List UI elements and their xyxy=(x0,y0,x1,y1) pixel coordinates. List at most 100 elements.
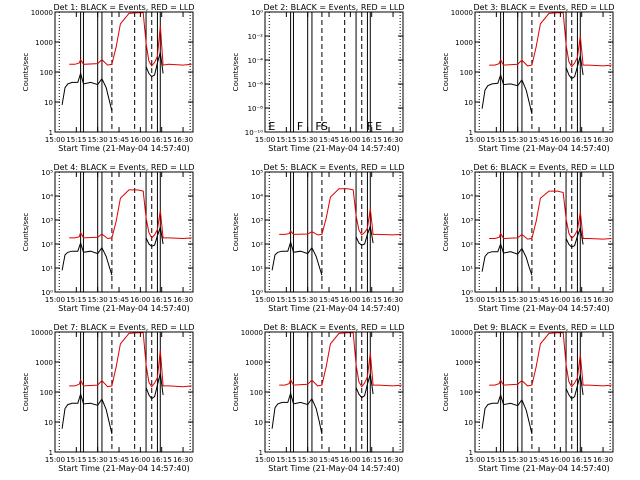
x-tick-label: 16:00 xyxy=(550,136,570,144)
marker-letter: F xyxy=(367,120,373,133)
x-tick-label: 15:45 xyxy=(109,296,129,304)
plot-frame xyxy=(474,11,614,133)
series-events-late xyxy=(145,52,164,78)
x-tick-label: 15:00 xyxy=(255,456,275,464)
x-tick-label: 15:00 xyxy=(45,456,65,464)
panel-title: Det 4: BLACK = Events, RED = LLD xyxy=(54,163,195,172)
y-tick-label: 1000 xyxy=(35,39,53,47)
x-tick-label: 15:45 xyxy=(529,296,549,304)
x-tick-label: 15:15 xyxy=(66,136,86,144)
marker-letter: E xyxy=(375,120,382,133)
x-tick-label: 16:15 xyxy=(572,296,592,304)
series-events xyxy=(61,71,113,112)
y-tick-label: 10⁻² xyxy=(248,33,264,41)
marker-letter: F xyxy=(297,120,303,133)
y-tick-label: 10³ xyxy=(461,217,473,225)
y-tick-label: 10⁻⁴ xyxy=(248,57,264,65)
panel-det-1: Det 1: BLACK = Events, RED = LLD 1 10 100 10… xyxy=(22,3,194,153)
x-axis-label: Start Time (21-May-04 14:57:40) xyxy=(58,304,189,313)
y-tick-label: 10⁻¹⁰ xyxy=(245,129,263,137)
y-tick-label: 10³ xyxy=(251,217,263,225)
x-tick-label: 15:00 xyxy=(255,296,275,304)
y-tick-label: 10 xyxy=(44,419,53,427)
y-tick-label: 10 xyxy=(44,99,53,107)
x-axis-label: Start Time (21-May-04 14:57:40) xyxy=(478,304,609,313)
plot-frame xyxy=(264,331,404,453)
series-lld xyxy=(279,332,402,388)
y-tick-label: 10⁵ xyxy=(41,169,53,177)
series-events xyxy=(271,391,323,435)
series-events xyxy=(61,241,113,276)
x-tick-label: 16:15 xyxy=(572,456,592,464)
y-axis-label: Counts/sec xyxy=(232,373,240,412)
y-tick-label: 10¹ xyxy=(461,265,473,273)
x-tick-label: 15:15 xyxy=(66,296,86,304)
y-tick-label: 10⁰ xyxy=(41,289,53,297)
x-axis-label: Start Time (21-May-04 14:57:40) xyxy=(268,464,399,473)
series-lld xyxy=(69,332,192,388)
panel-title: Det 9: BLACK = Events, RED = LLD xyxy=(474,323,615,332)
x-tick-label: 15:00 xyxy=(465,456,485,464)
x-tick-label: 15:30 xyxy=(508,296,528,304)
y-tick-label: 10² xyxy=(251,241,263,249)
x-tick-label: 16:15 xyxy=(152,456,172,464)
x-tick-label: 15:45 xyxy=(319,296,339,304)
x-tick-label: 15:15 xyxy=(276,296,296,304)
y-tick-label: 1000 xyxy=(245,359,263,367)
y-axis-label: Counts/sec xyxy=(232,213,240,252)
series-lld xyxy=(279,188,402,236)
x-tick-label: 16:30 xyxy=(593,136,613,144)
x-tick-label: 15:30 xyxy=(298,136,318,144)
x-tick-label: 15:15 xyxy=(486,456,506,464)
y-tick-label: 10⁻⁶ xyxy=(248,81,264,89)
x-tick-label: 16:30 xyxy=(173,296,193,304)
series-lld xyxy=(69,189,192,240)
x-axis-label: Start Time (21-May-04 14:57:40) xyxy=(58,464,189,473)
y-tick-label: 100 xyxy=(40,69,53,77)
y-axis-label: Counts/sec xyxy=(442,373,450,412)
x-tick-label: 15:30 xyxy=(88,136,108,144)
panel-det-4: Det 4: BLACK = Events, RED = LLD 10⁰ 10¹ 10… xyxy=(22,163,194,313)
x-tick-label: 15:30 xyxy=(298,456,318,464)
x-tick-label: 16:00 xyxy=(550,456,570,464)
panel-det-7: Det 7: BLACK = Events, RED = LLD 1 10 100 10… xyxy=(22,323,194,473)
x-axis-label: Start Time (21-May-04 14:57:40) xyxy=(268,304,399,313)
x-tick-label: 16:15 xyxy=(152,296,172,304)
x-tick-label: 15:15 xyxy=(276,456,296,464)
series-events-late xyxy=(145,373,164,400)
y-tick-label: 1000 xyxy=(455,359,473,367)
series-events-late xyxy=(145,227,164,247)
y-tick-label: 10 xyxy=(254,419,263,427)
series-events-late xyxy=(355,226,374,246)
panel-title: Det 7: BLACK = Events, RED = LLD xyxy=(54,323,195,332)
y-tick-label: 10 xyxy=(464,99,473,107)
panel-title: Det 2: BLACK = Events, RED = LLD xyxy=(264,3,405,12)
x-tick-label: 16:00 xyxy=(550,296,570,304)
x-tick-label: 15:00 xyxy=(255,136,275,144)
panel-det-3: Det 3: BLACK = Events, RED = LLD 1 10 100 10… xyxy=(442,3,614,153)
x-tick-label: 15:45 xyxy=(109,136,129,144)
y-tick-label: 10² xyxy=(461,241,473,249)
y-tick-label: 100 xyxy=(460,69,473,77)
x-tick-label: 15:15 xyxy=(486,136,506,144)
x-tick-label: 16:15 xyxy=(152,136,172,144)
x-tick-label: 16:15 xyxy=(362,136,382,144)
x-tick-label: 16:00 xyxy=(340,456,360,464)
series-lld xyxy=(489,332,612,388)
y-axis-label: Counts/sec xyxy=(442,53,450,92)
y-tick-label: 10000 xyxy=(451,329,473,337)
x-tick-label: 15:45 xyxy=(319,456,339,464)
y-tick-label: 10⁰ xyxy=(461,289,473,297)
panel-title: Det 1: BLACK = Events, RED = LLD xyxy=(54,3,195,12)
y-tick-label: 10000 xyxy=(31,9,53,17)
y-tick-label: 1000 xyxy=(35,359,53,367)
x-tick-label: 16:30 xyxy=(593,456,613,464)
series-lld xyxy=(489,12,612,68)
x-tick-label: 15:00 xyxy=(45,296,65,304)
x-tick-label: 16:30 xyxy=(383,136,403,144)
y-axis-label: Counts/sec xyxy=(232,53,240,92)
panel-det-9: Det 9: BLACK = Events, RED = LLD 1 10 100 10… xyxy=(442,323,614,473)
plot-frame xyxy=(474,171,614,293)
series-events-late xyxy=(565,374,584,400)
